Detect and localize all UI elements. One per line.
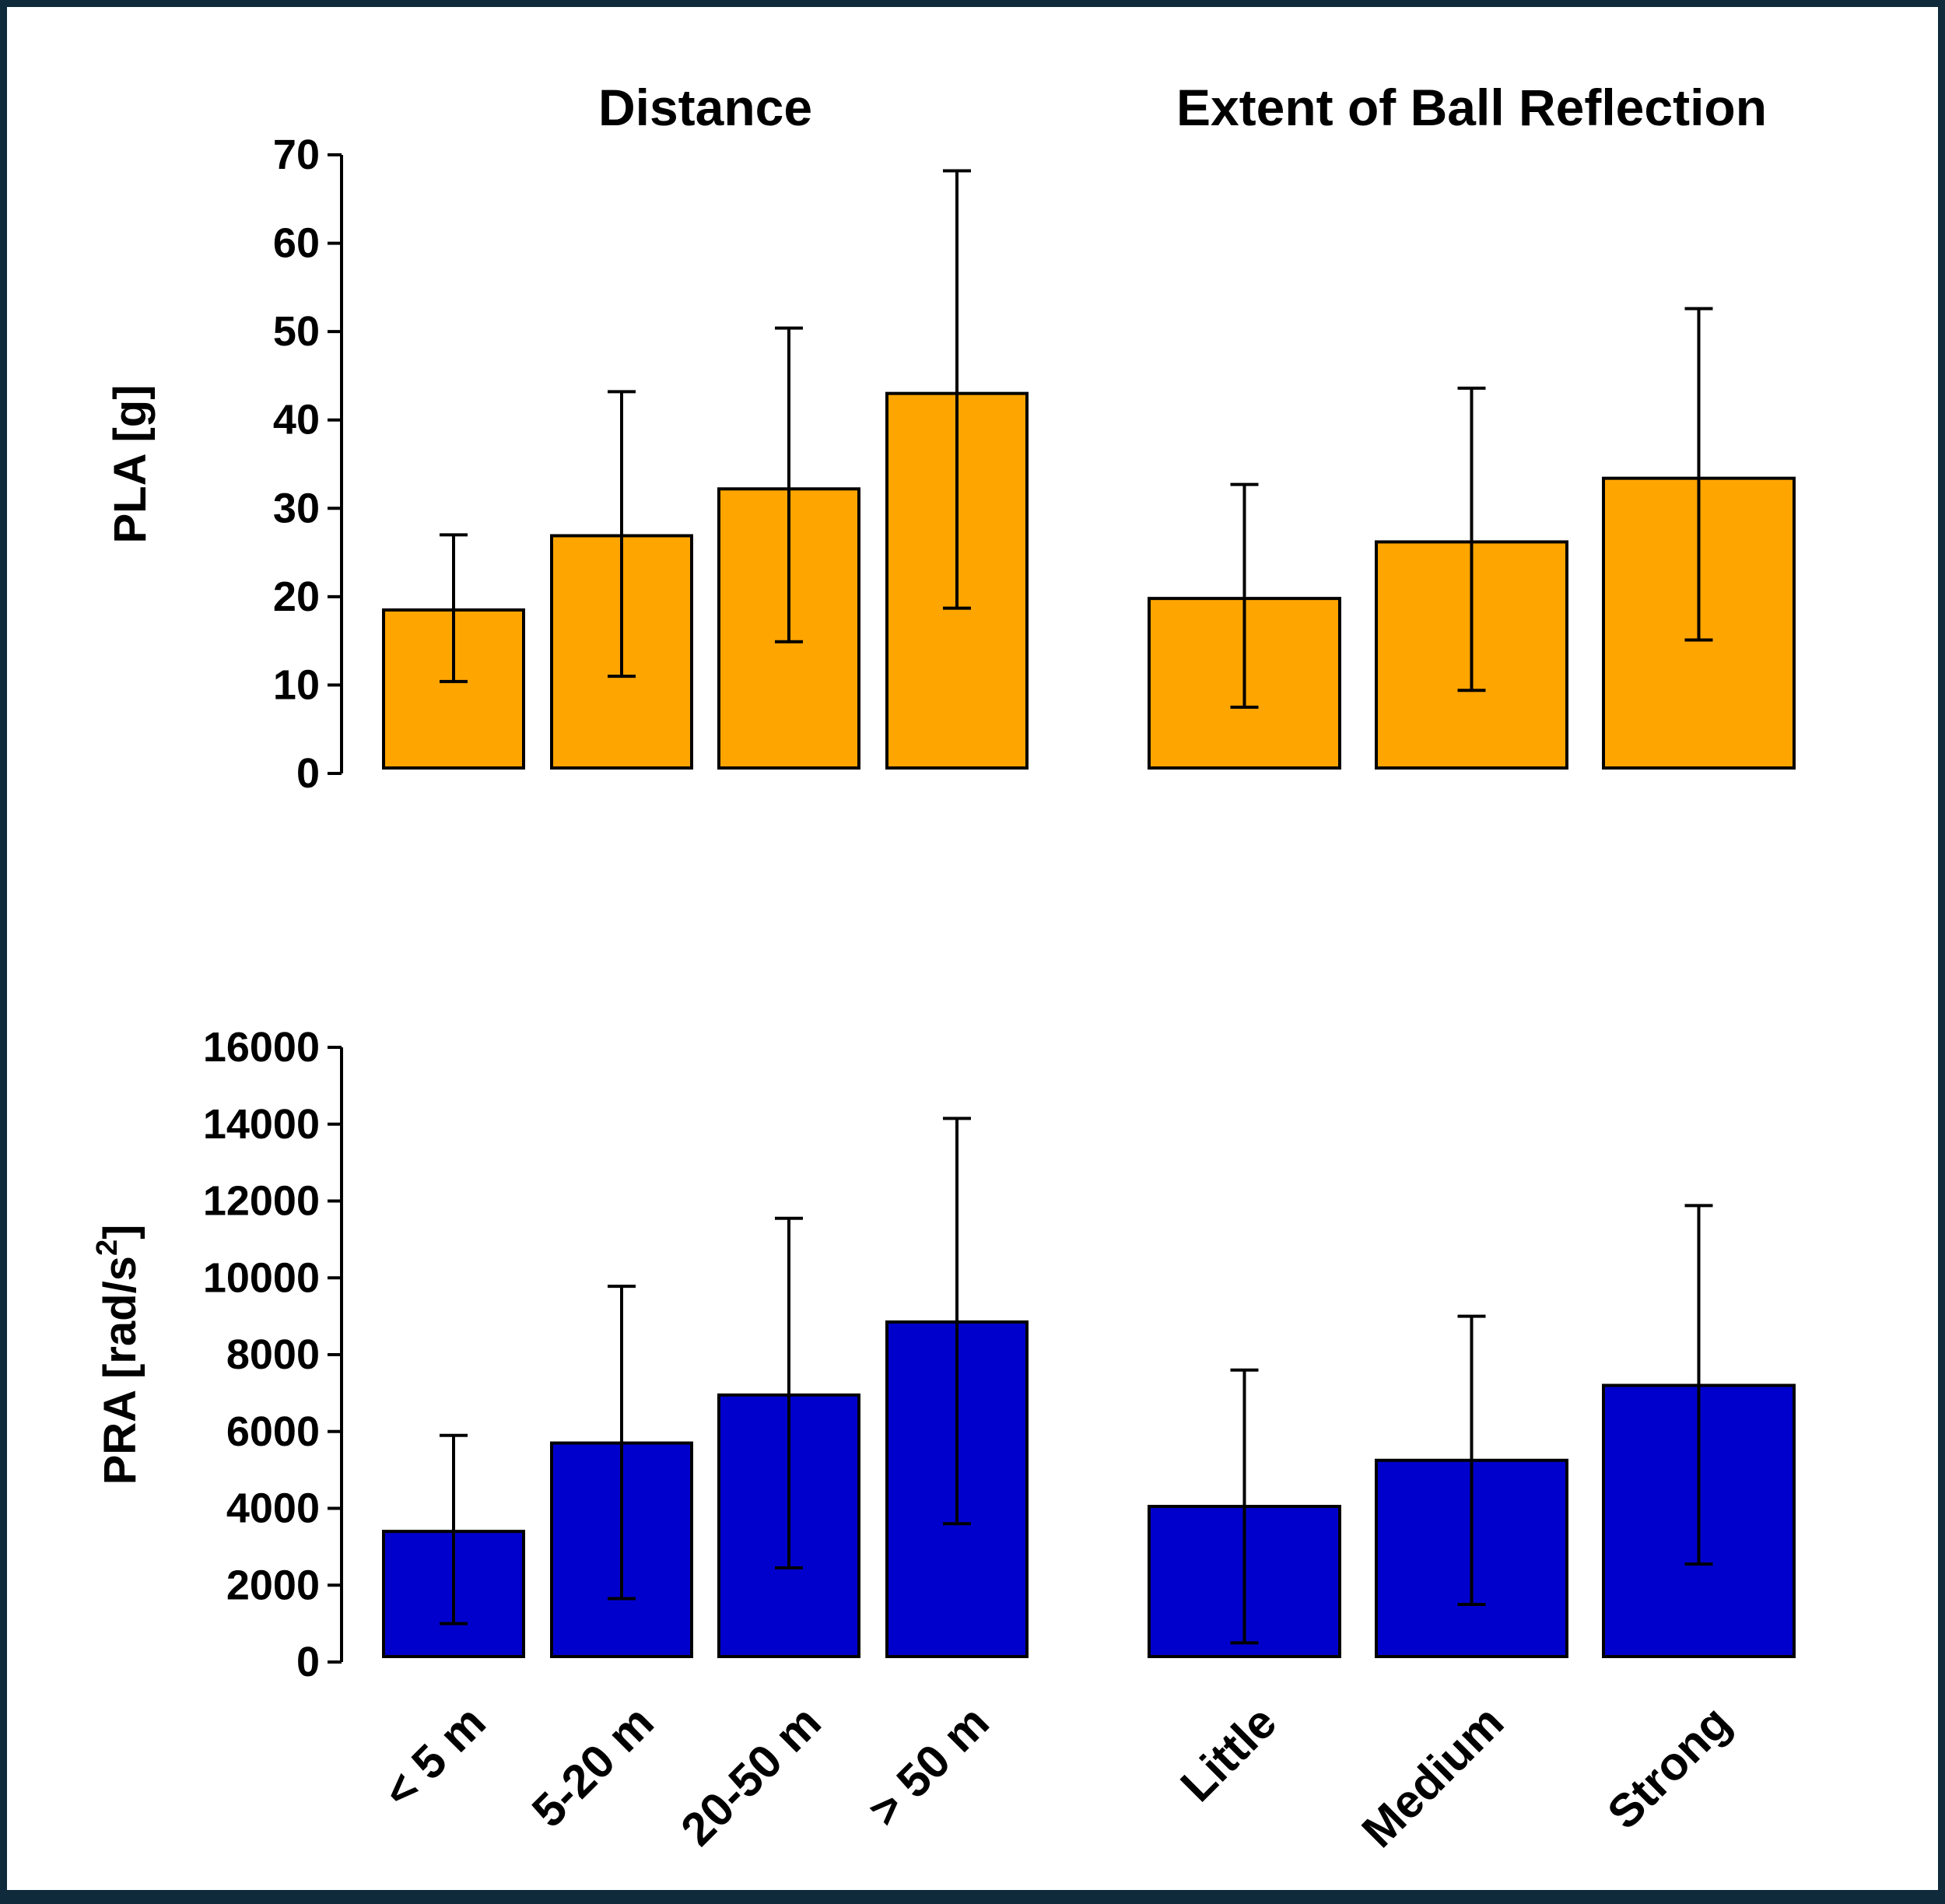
y-tick-label: 60 [273, 220, 320, 267]
y-axis-label: PLA [g] [105, 384, 156, 543]
y-tick-label: 10000 [203, 1254, 320, 1301]
y-tick-label: 2000 [226, 1562, 320, 1608]
y-tick-label: 0 [296, 1639, 320, 1685]
group-title: Extent of Ball Reflection [1176, 79, 1767, 136]
y-tick-label: 14000 [203, 1101, 320, 1148]
y-tick-label: 0 [296, 750, 320, 797]
x-category-label: Medium [1352, 1695, 1514, 1857]
y-tick-label: 20 [273, 573, 320, 620]
x-category-label: 5-20 m [522, 1695, 664, 1837]
y-tick-label: 12000 [203, 1178, 320, 1225]
y-tick-label: 50 [273, 308, 320, 355]
y-tick-label: 4000 [226, 1485, 320, 1532]
x-category-label: > 50 m [858, 1695, 999, 1836]
x-category-label: < 5 m [373, 1695, 496, 1818]
y-tick-label: 30 [273, 485, 320, 531]
y-tick-label: 8000 [226, 1331, 320, 1378]
x-category-label: Strong [1597, 1695, 1740, 1839]
x-category-label: 20-50 m [671, 1695, 830, 1855]
x-category-label: Little [1171, 1695, 1287, 1811]
y-tick-label: 6000 [226, 1408, 320, 1455]
group-title: Distance [598, 79, 812, 136]
y-tick-label: 16000 [203, 1024, 320, 1071]
y-tick-label: 40 [273, 397, 320, 444]
y-tick-label: 10 [273, 661, 320, 708]
y-tick-label: 70 [273, 131, 320, 178]
y-axis-label: PRA [rad/s2] [91, 1225, 145, 1485]
bar-chart-figure: 0 10 20 30 40 50 60 70 PLA [g] Distance Extent of … [91, 79, 1796, 1857]
